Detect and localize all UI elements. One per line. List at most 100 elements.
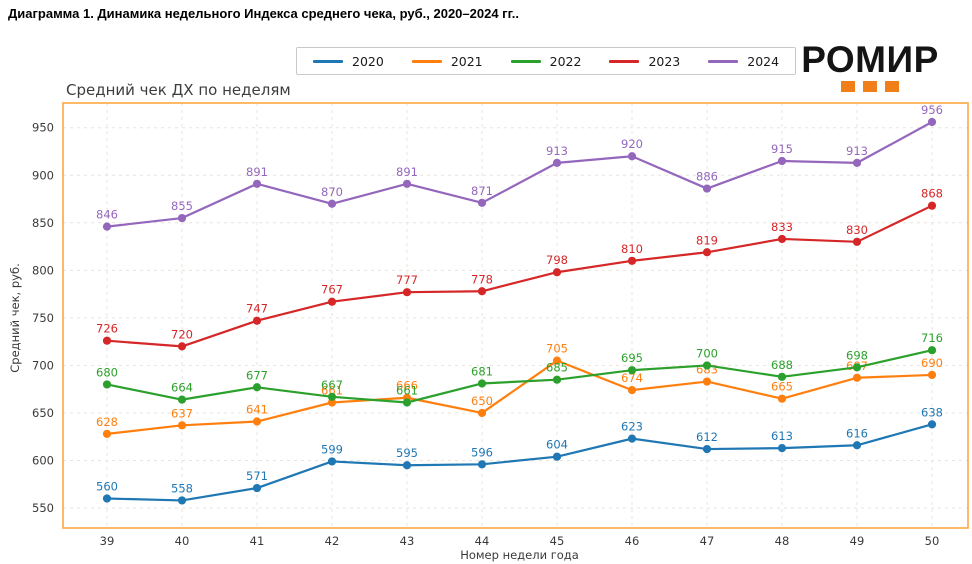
value-label-2022: 664 <box>171 381 193 395</box>
legend-label: 2022 <box>549 53 582 69</box>
y-tick-label: 950 <box>32 121 54 135</box>
y-tick-label: 700 <box>32 358 54 372</box>
value-label-2024: 913 <box>846 144 868 158</box>
data-point-2024 <box>252 179 262 188</box>
x-tick-label: 50 <box>925 534 940 548</box>
x-tick-label: 49 <box>850 534 865 548</box>
x-tick-label: 40 <box>175 534 190 548</box>
data-point-2024 <box>327 199 337 208</box>
value-label-2020: 638 <box>921 405 943 419</box>
value-label-2023: 778 <box>471 272 493 286</box>
data-point-2023 <box>702 248 712 257</box>
value-label-2020: 571 <box>246 469 268 483</box>
value-label-2023: 726 <box>96 322 118 336</box>
value-label-2022: 698 <box>846 348 868 362</box>
value-label-2021: 641 <box>246 403 268 417</box>
value-label-2020: 560 <box>96 480 118 494</box>
value-label-2024: 855 <box>171 199 193 213</box>
value-label-2023: 720 <box>171 327 193 341</box>
x-tick-label: 46 <box>625 534 640 548</box>
data-point-2022 <box>327 392 337 401</box>
legend-item-2022: 2022 <box>510 53 582 69</box>
value-label-2021: 661 <box>321 383 343 397</box>
legend-item-2021: 2021 <box>411 53 483 69</box>
legend-label: 2021 <box>450 53 483 69</box>
value-label-2024: 956 <box>921 103 943 117</box>
data-point-2023 <box>252 316 262 325</box>
legend-label: 2024 <box>747 53 780 69</box>
data-point-2021 <box>477 408 487 418</box>
data-point-2024 <box>927 117 937 127</box>
data-point-2022 <box>252 383 262 392</box>
value-label-2021: 705 <box>546 342 568 356</box>
data-point-2020 <box>177 496 187 505</box>
value-label-2020: 623 <box>621 420 643 434</box>
value-label-2020: 558 <box>171 481 193 495</box>
data-point-2020 <box>552 452 562 461</box>
value-label-2020: 596 <box>471 445 493 459</box>
value-label-2021: 637 <box>171 406 193 420</box>
value-label-2021: 665 <box>771 380 793 394</box>
legend-swatch-2020 <box>313 59 343 63</box>
logo-square <box>841 80 855 92</box>
value-label-2021: 650 <box>471 394 493 408</box>
series-line-2020 <box>106 423 933 502</box>
data-point-2024 <box>402 179 412 188</box>
data-point-2024 <box>177 213 187 223</box>
value-label-2022: 681 <box>471 364 493 378</box>
value-label-2021: 690 <box>921 356 943 370</box>
x-tick-label: 44 <box>475 534 490 548</box>
value-label-2022: 661 <box>396 383 418 397</box>
data-point-2022 <box>777 372 787 381</box>
value-label-2024: 846 <box>96 208 118 222</box>
data-point-2024 <box>627 152 637 161</box>
series-line-2021 <box>106 359 933 435</box>
y-tick-label: 600 <box>32 453 54 467</box>
data-point-2022 <box>402 398 412 407</box>
data-point-2021 <box>102 429 112 438</box>
y-tick-label: 800 <box>32 263 54 277</box>
value-label-2022: 677 <box>246 368 268 382</box>
data-point-2020 <box>852 441 862 450</box>
data-point-2023 <box>552 268 562 277</box>
legend-swatch-2023 <box>609 59 640 63</box>
data-point-2022 <box>702 361 712 370</box>
value-label-2022: 716 <box>921 331 943 345</box>
series-line-2022 <box>106 349 933 404</box>
legend-item-2024: 2024 <box>708 54 779 69</box>
x-axis-label: Номер недели года <box>460 548 579 562</box>
value-label-2023: 767 <box>321 283 343 297</box>
value-label-2024: 891 <box>246 165 268 179</box>
value-label-2023: 830 <box>846 223 868 237</box>
legend-label: 2020 <box>352 53 384 69</box>
data-point-2022 <box>102 380 112 389</box>
legend-swatch-2024 <box>708 59 739 63</box>
value-label-2023: 777 <box>396 273 418 287</box>
data-point-2020 <box>627 434 637 443</box>
value-label-2024: 913 <box>546 144 568 158</box>
data-point-2024 <box>702 184 712 193</box>
data-point-2023 <box>852 237 862 246</box>
data-point-2022 <box>852 363 862 372</box>
x-tick-label: 43 <box>400 534 415 548</box>
page-title: Диаграмма 1. Динамика недельного Индекса… <box>8 6 519 21</box>
chart-legend: 2020 2021 2022 2023 2024 <box>296 47 797 75</box>
data-point-2023 <box>477 287 487 296</box>
value-label-2023: 833 <box>771 220 793 234</box>
data-point-2023 <box>402 288 412 297</box>
data-point-2021 <box>252 417 262 426</box>
data-point-2020 <box>402 461 412 470</box>
data-point-2020 <box>327 457 337 466</box>
value-label-2024: 891 <box>396 165 418 179</box>
x-tick-label: 41 <box>250 534 265 548</box>
data-point-2020 <box>477 460 487 469</box>
value-label-2021: 628 <box>96 415 118 429</box>
series-line-2023 <box>106 204 933 348</box>
value-label-2022: 680 <box>96 365 118 379</box>
data-point-2020 <box>927 420 937 429</box>
plot-border <box>62 102 969 529</box>
y-tick-label: 750 <box>32 311 54 325</box>
value-label-2021: 674 <box>621 371 643 385</box>
